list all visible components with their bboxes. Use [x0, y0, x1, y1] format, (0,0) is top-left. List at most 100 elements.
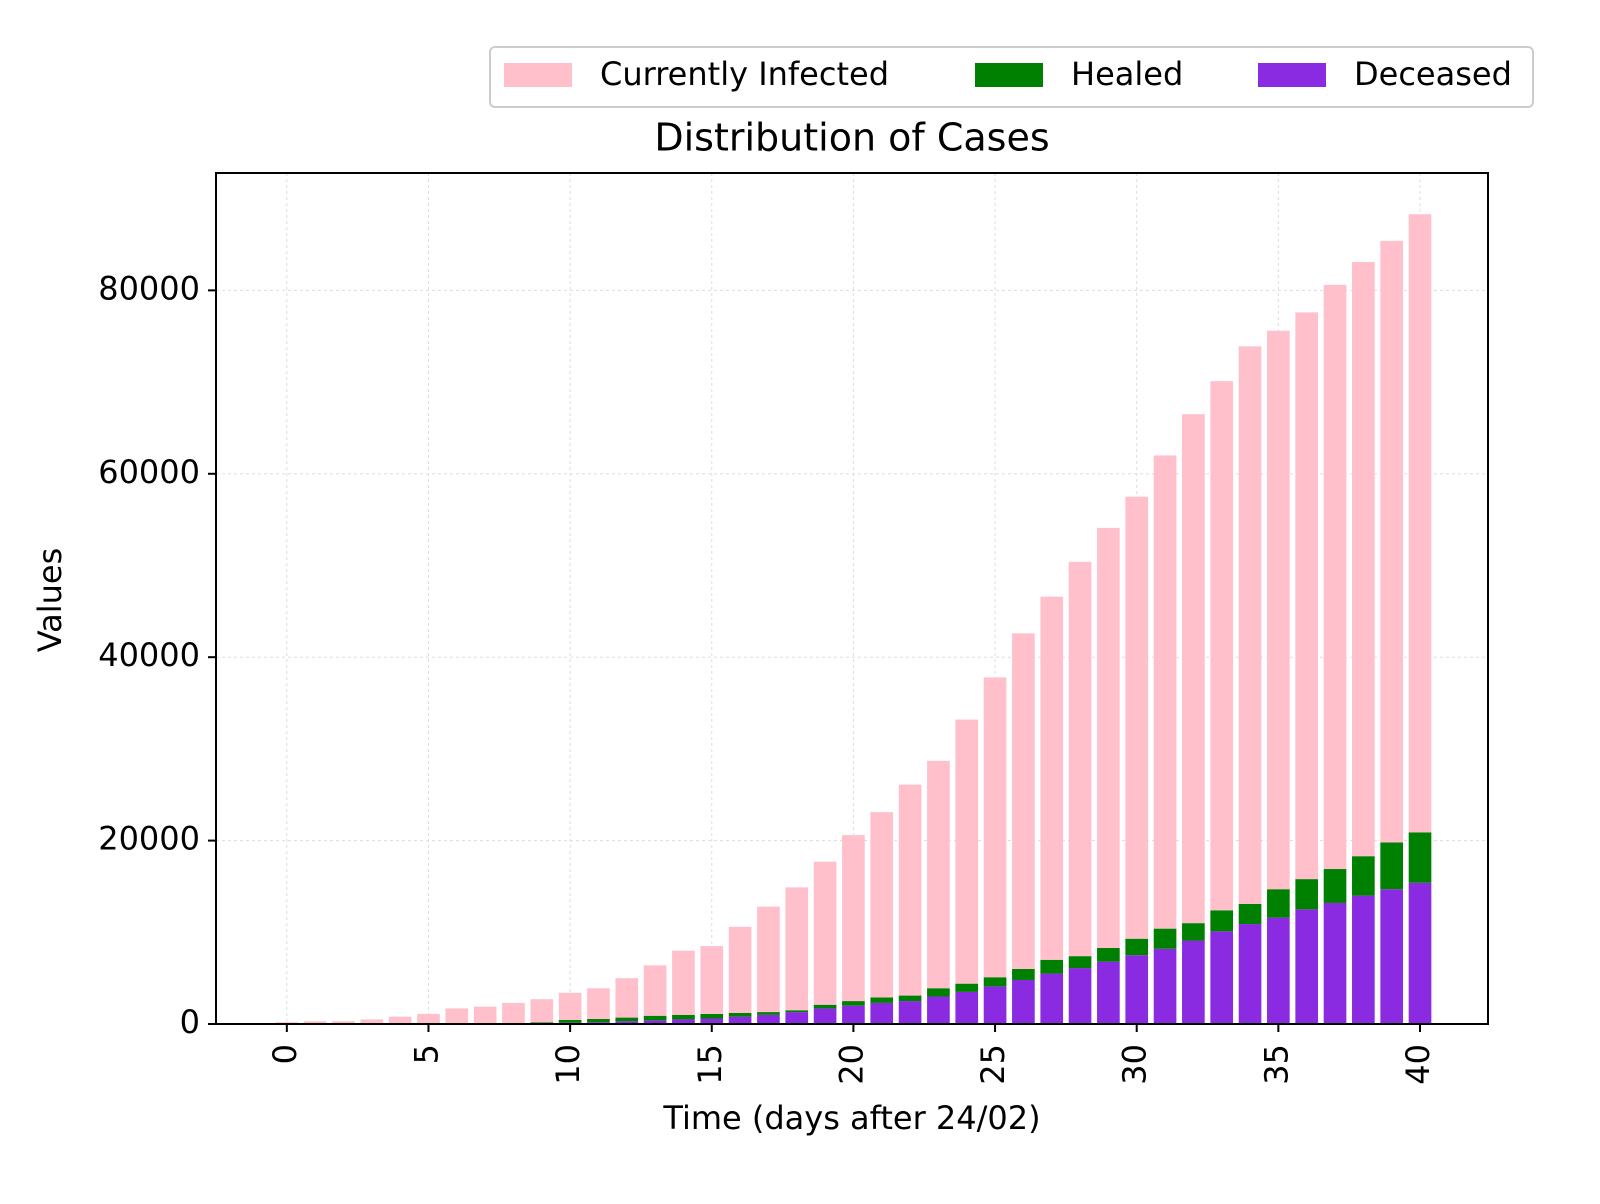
bar-segment: [559, 1020, 582, 1023]
bar-segment: [785, 1010, 808, 1012]
bar-segment: [615, 978, 638, 1017]
bar-segment: [1125, 955, 1148, 1024]
bar-segment: [1239, 346, 1262, 904]
bar-segment: [1182, 923, 1205, 940]
bar-segment: [1012, 633, 1035, 969]
bar-segment: [814, 862, 837, 1005]
x-tick-label: 40: [1399, 1044, 1437, 1085]
bar-segment: [1324, 285, 1347, 869]
bar-segment: [1267, 889, 1290, 917]
chart-title: Distribution of Cases: [654, 116, 1049, 160]
bar-segment: [700, 946, 723, 1014]
bar-segment: [1409, 832, 1432, 882]
bar-segment: [644, 965, 667, 1015]
bar-segment: [842, 1001, 865, 1006]
bar-segment: [672, 951, 695, 1015]
bar-segment: [1239, 904, 1262, 924]
bar-segment: [1239, 924, 1262, 1024]
bar-segment: [1352, 896, 1375, 1024]
bar-segment: [559, 993, 582, 1020]
bar-segment: [1324, 869, 1347, 903]
legend-label: Deceased: [1354, 55, 1512, 93]
bar-segment: [1012, 969, 1035, 980]
bar-segment: [1210, 910, 1233, 931]
bar-segment: [1040, 597, 1063, 960]
bar-segment: [1267, 918, 1290, 1024]
bar-segment: [1295, 312, 1318, 879]
bar-segment: [899, 996, 922, 1002]
bar-segment: [1069, 562, 1092, 956]
x-tick-label: 15: [691, 1044, 729, 1085]
bar-segment: [1182, 941, 1205, 1024]
bar-segment: [1097, 528, 1120, 948]
x-tick-label: 5: [407, 1044, 445, 1064]
bar-segment: [672, 1015, 695, 1020]
bar-segment: [785, 887, 808, 1010]
bar-segment: [1069, 968, 1092, 1024]
bar-segment: [927, 988, 950, 996]
x-tick-label: 0: [266, 1044, 304, 1064]
y-tick-label: 80000: [98, 269, 200, 307]
bar-segment: [955, 992, 978, 1024]
x-tick-label: 10: [549, 1044, 587, 1085]
bar-segment: [530, 999, 553, 1022]
bar-segment: [1154, 949, 1177, 1024]
bar-segment: [1125, 497, 1148, 939]
bar-segment: [587, 1019, 610, 1022]
bar-segment: [814, 1005, 837, 1009]
bar-segment: [1154, 455, 1177, 928]
bar-segment: [502, 1003, 525, 1023]
bar-segment: [842, 835, 865, 1001]
x-tick-label: 25: [974, 1044, 1012, 1085]
bar-segment: [899, 1001, 922, 1024]
bar-segment: [870, 1003, 893, 1024]
bar-segment: [1352, 262, 1375, 856]
x-tick-label: 30: [1116, 1044, 1154, 1085]
bar-segment: [474, 1007, 497, 1024]
bar-segment: [899, 785, 922, 996]
bar-segment: [700, 1014, 723, 1019]
bar-segment: [1267, 331, 1290, 889]
bar-segment: [1154, 929, 1177, 949]
bar-segment: [1125, 939, 1148, 956]
bar-segment: [1409, 214, 1432, 832]
bar-segment: [1380, 241, 1403, 843]
bar-segment: [814, 1008, 837, 1024]
bar-segment: [1295, 909, 1318, 1024]
bar-segment: [1409, 883, 1432, 1024]
bar-segment: [927, 996, 950, 1024]
bar-segment: [984, 986, 1007, 1024]
bar-segment: [757, 907, 780, 1012]
bar-segment: [389, 1017, 412, 1024]
legend-label: Healed: [1071, 55, 1183, 93]
bar-segment: [1324, 903, 1347, 1024]
bar-segment: [1069, 956, 1092, 968]
bar-segment: [1295, 879, 1318, 909]
bar-segment: [1182, 414, 1205, 923]
y-tick-label: 60000: [98, 453, 200, 491]
bar-segment: [757, 1015, 780, 1024]
bar-segment: [615, 1018, 638, 1022]
y-tick-label: 40000: [98, 636, 200, 674]
bar-segment: [870, 997, 893, 1003]
bar-segment: [1380, 842, 1403, 889]
bar-segment: [1012, 980, 1035, 1024]
bar-segment: [644, 1016, 667, 1021]
bar-segment: [927, 761, 950, 988]
x-tick-label: 35: [1257, 1044, 1295, 1085]
bar-segment: [1040, 974, 1063, 1024]
bar-segment: [984, 677, 1007, 977]
bar-segment: [417, 1014, 440, 1024]
bar-segment: [729, 1013, 752, 1017]
y-tick-label: 20000: [98, 820, 200, 858]
bar-segment: [870, 812, 893, 997]
x-axis-label: Time (days after 24/02): [662, 1099, 1040, 1137]
bar-segment: [955, 984, 978, 992]
bar-segment: [984, 977, 1007, 986]
bar-segment: [1040, 960, 1063, 974]
bar-segment: [1210, 931, 1233, 1024]
bar-segment: [729, 927, 752, 1013]
legend-swatch: [504, 63, 572, 87]
legend-swatch: [975, 63, 1043, 87]
bar-segment: [955, 720, 978, 984]
